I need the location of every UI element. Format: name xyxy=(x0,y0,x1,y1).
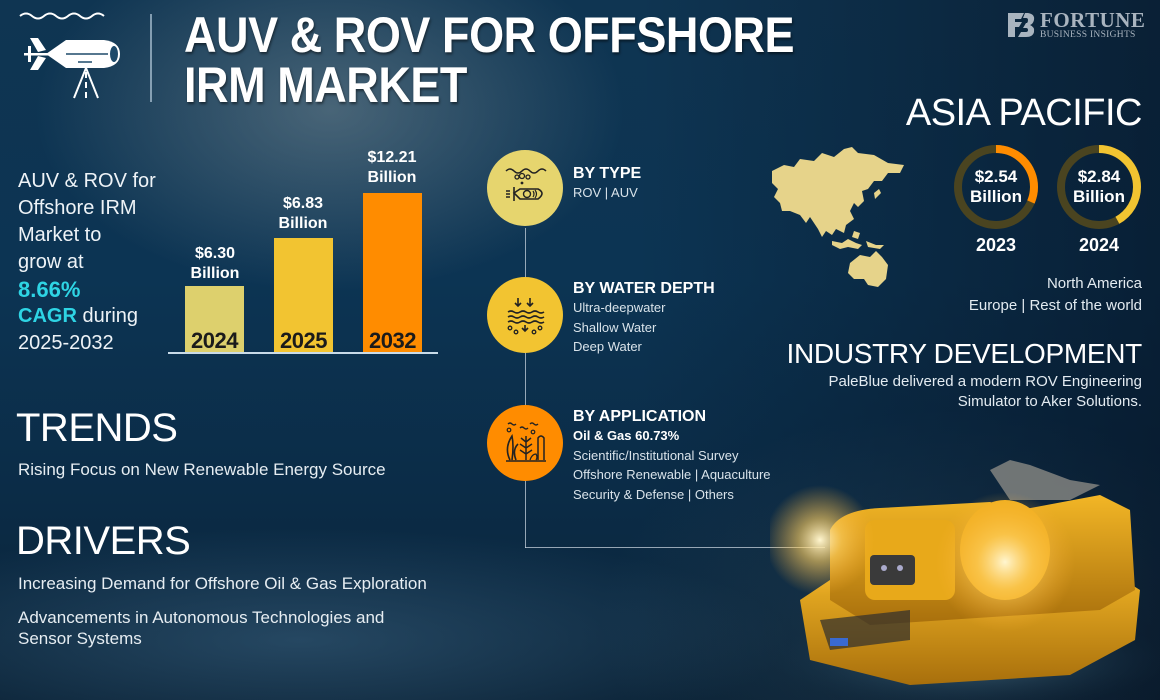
bar-amount: $12.21 xyxy=(367,149,417,166)
industry-development-title: INDUSTRY DEVELOPMENT xyxy=(786,338,1143,369)
cagr-value: 8.66% xyxy=(18,277,81,302)
ring-year: 2024 xyxy=(1078,235,1120,255)
seaweed-plants-icon xyxy=(506,422,546,462)
bar-2025: 2025 xyxy=(274,238,333,353)
segment-type: BY TYPE ROV | AUV xyxy=(573,165,641,203)
cagr-during: during xyxy=(76,305,139,327)
driver-item: Increasing Demand for Offshore Oil & Gas… xyxy=(18,574,427,593)
segment-connector-line xyxy=(525,547,825,548)
segment-application: BY APPLICATION Oil & Gas 60.73% Scientif… xyxy=(573,408,771,504)
bar-unit: Billion xyxy=(190,265,240,282)
trends-title: TRENDS xyxy=(16,406,178,450)
title-line-1: AUV & ROV FOR OFFSHORE xyxy=(184,7,795,63)
donut-ring-icon xyxy=(954,145,1038,229)
bar-2024: 2024 xyxy=(185,286,244,353)
segment-depth-badge xyxy=(487,277,563,353)
region-title: ASIA PACIFIC xyxy=(905,92,1143,134)
segment-item: Shallow Water xyxy=(573,319,657,335)
segment-item: Scientific/Institutional Survey xyxy=(573,447,739,463)
bar-unit: Billion xyxy=(278,215,328,232)
chart-baseline xyxy=(168,352,438,354)
region-ring-2024: $2.84 Billion xyxy=(1055,143,1143,263)
bar-year: 2032 xyxy=(369,328,416,353)
segment-highlight: Oil & Gas 60.73% xyxy=(573,428,680,443)
segment-water-depth: BY WATER DEPTH Ultra-deepwater Shallow W… xyxy=(573,280,715,357)
growth-text-line: grow at xyxy=(18,251,84,273)
bar-value-label: $12.21 Billion xyxy=(347,148,437,188)
ring-unit: Billion xyxy=(970,187,1022,206)
region-ring-2023: $2.54 Billion xyxy=(952,143,1040,263)
driver-item: Advancements in Autonomous Technologies … xyxy=(18,608,385,648)
bar-unit: Billion xyxy=(367,169,417,186)
segment-item: Security & Defense | Others xyxy=(573,486,734,502)
forecast-period: 2025-2032 xyxy=(18,332,114,354)
bar-year: 2024 xyxy=(191,328,238,353)
segment-item: Ultra-deepwater xyxy=(573,300,666,315)
other-region-text: Europe | Rest of the world xyxy=(968,297,1142,314)
segment-title: BY APPLICATION xyxy=(573,408,707,425)
segment-title: BY TYPE xyxy=(573,165,642,182)
bar-2032: 2032 xyxy=(363,193,422,353)
ring-amount: $2.54 xyxy=(974,167,1018,186)
growth-text-line: Offshore IRM xyxy=(18,197,137,219)
industry-development-text: PaleBlue delivered a modern ROV Engineer… xyxy=(828,373,1142,410)
other-region-text: North America xyxy=(1046,275,1142,292)
segment-title: BY WATER DEPTH xyxy=(573,280,715,297)
growth-text-line: Market to xyxy=(18,224,102,246)
segment-connector-line xyxy=(525,228,526,548)
auv-underwater-icon xyxy=(19,12,120,99)
segment-application-badge xyxy=(487,405,563,481)
bar-amount: $6.30 xyxy=(194,245,236,262)
bar-value-label: $6.30 Billion xyxy=(170,244,260,284)
brand-subtitle: BUSINESS INSIGHTS xyxy=(1040,29,1136,40)
segment-type-badge xyxy=(487,150,563,226)
donut-ring-icon xyxy=(1057,145,1141,229)
asia-pacific-map-icon xyxy=(772,147,904,287)
market-size-bar-chart: $6.30 Billion 2024 $6.83 Billion 2025 $1… xyxy=(168,140,438,360)
title-line-2: IRM MARKET xyxy=(184,57,467,113)
drivers-title: DRIVERS xyxy=(16,519,191,563)
trends-text: Rising Focus on New Renewable Energy Sou… xyxy=(18,460,386,479)
ring-unit: Billion xyxy=(1073,187,1125,206)
brand-name: FORTUNE xyxy=(1040,7,1146,32)
fortune-fb-logo-icon xyxy=(1008,13,1035,37)
water-depth-arrows-icon xyxy=(507,298,545,335)
ring-value: $2.54 Billion xyxy=(952,167,1040,207)
ring-value: $2.84 Billion xyxy=(1055,167,1143,207)
brand-logo: FORTUNE BUSINESS INSIGHTS xyxy=(1006,7,1146,40)
segment-item: ROV | AUV xyxy=(573,185,638,200)
page-title: AUV & ROV FOR OFFSHORE IRM MARKET xyxy=(184,10,886,110)
growth-summary: AUV & ROV for Offshore IRM Market to gro… xyxy=(18,168,168,357)
submarine-rov-icon xyxy=(505,168,547,201)
segment-item: Offshore Renewable | Aquaculture xyxy=(573,467,771,482)
ring-year: 2023 xyxy=(975,235,1017,255)
bar-value-label: $6.83 Billion xyxy=(258,194,348,234)
bar-amount: $6.83 xyxy=(282,195,324,212)
cagr-label: CAGR xyxy=(18,305,77,327)
bar-year: 2025 xyxy=(280,328,327,353)
header-divider xyxy=(150,14,152,102)
other-regions: North America Europe | Rest of the world xyxy=(969,273,1142,317)
ring-amount: $2.84 xyxy=(1077,167,1121,186)
yellow-rov-vehicle-illustration xyxy=(770,460,1160,700)
growth-text-line: AUV & ROV for xyxy=(18,170,156,192)
segment-item: Deep Water xyxy=(573,339,642,354)
